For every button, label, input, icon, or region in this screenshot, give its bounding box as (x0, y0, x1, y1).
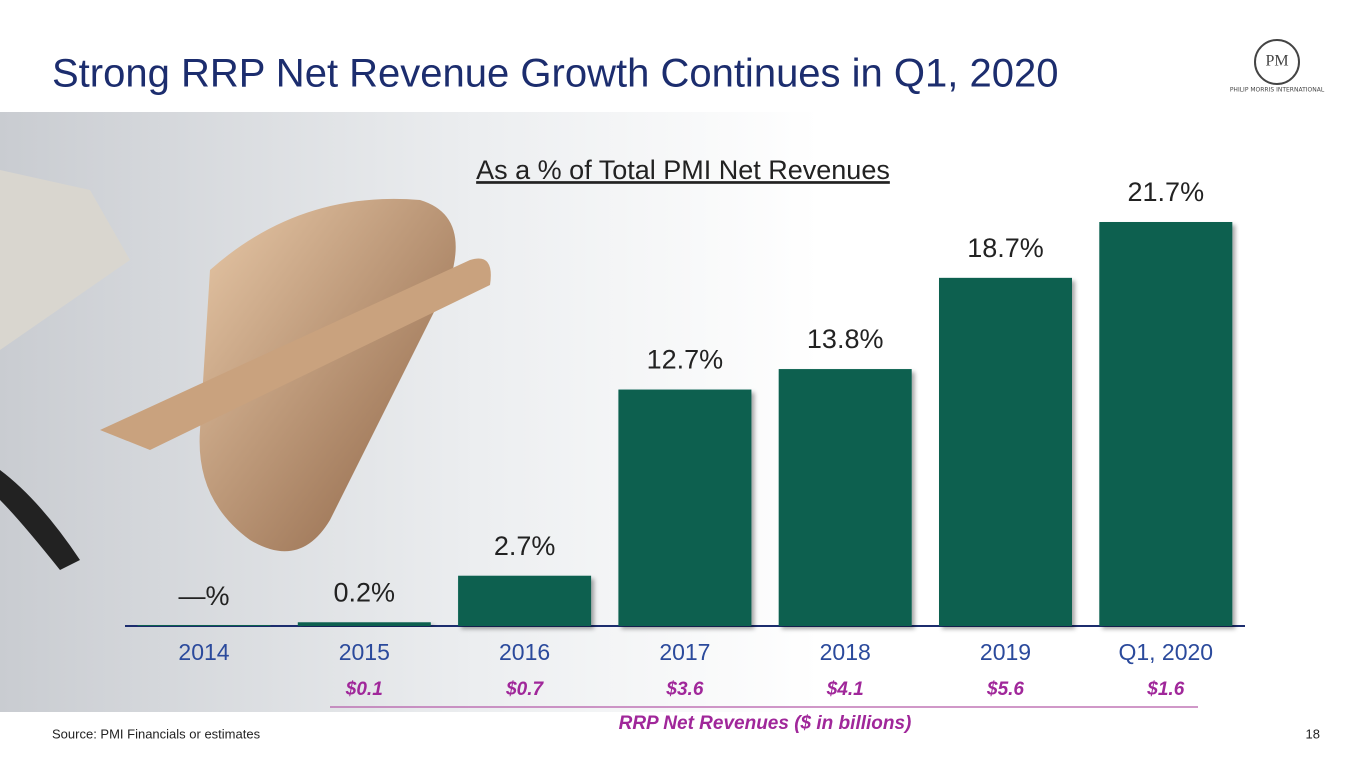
bar (1099, 222, 1233, 626)
x-tick-label: 2016 (499, 639, 550, 665)
revenue-label: $3.6 (665, 679, 703, 700)
bar (778, 369, 912, 626)
revenue-label: $0.1 (345, 679, 383, 700)
slide-title: Strong RRP Net Revenue Growth Continues … (52, 52, 1058, 96)
x-tick-label: Q1, 2020 (1118, 639, 1213, 665)
value-label: 12.7% (647, 345, 724, 375)
x-tick-label: 2018 (820, 639, 871, 665)
book (0, 170, 130, 350)
x-tick-label: 2017 (659, 639, 710, 665)
value-label: —% (178, 581, 229, 611)
value-label: 2.7% (494, 531, 556, 561)
revenue-title: RRP Net Revenues ($ in billions) (619, 713, 912, 734)
chart-subtitle: As a % of Total PMI Net Revenues (476, 155, 890, 185)
x-tick-label: 2015 (339, 639, 390, 665)
logo-text: PHILIP MORRIS INTERNATIONAL (1230, 87, 1325, 94)
bar (939, 277, 1072, 626)
x-tick-label: 2019 (980, 639, 1031, 665)
bar (458, 575, 592, 626)
bar (297, 622, 431, 626)
logo: PM PHILIP MORRIS INTERNATIONAL (1230, 39, 1325, 94)
revenue-label: $5.6 (986, 679, 1024, 700)
value-label: 13.8% (807, 324, 884, 354)
plot: —% 2014 0.2% 2015 $0.1 2.7% 2016 $0.7 12.7% 2017 $… (137, 177, 1233, 700)
source-note: Source: PMI Financials or estimates (52, 726, 261, 741)
revenue-label: $1.6 (1146, 679, 1184, 700)
revenue-label: $0.7 (505, 679, 544, 700)
revenue-label: $4.1 (826, 679, 864, 700)
svg-text:PM: PM (1265, 53, 1288, 70)
device (199, 198, 456, 552)
glasses (0, 470, 80, 570)
page-number: 18 (1306, 726, 1320, 741)
value-label: 21.7% (1128, 177, 1205, 207)
x-tick-label: 2014 (178, 639, 229, 665)
value-label: 0.2% (334, 577, 396, 607)
device-pen (100, 258, 491, 450)
bar (137, 625, 271, 626)
bar (618, 389, 752, 626)
value-label: 18.7% (967, 233, 1044, 263)
